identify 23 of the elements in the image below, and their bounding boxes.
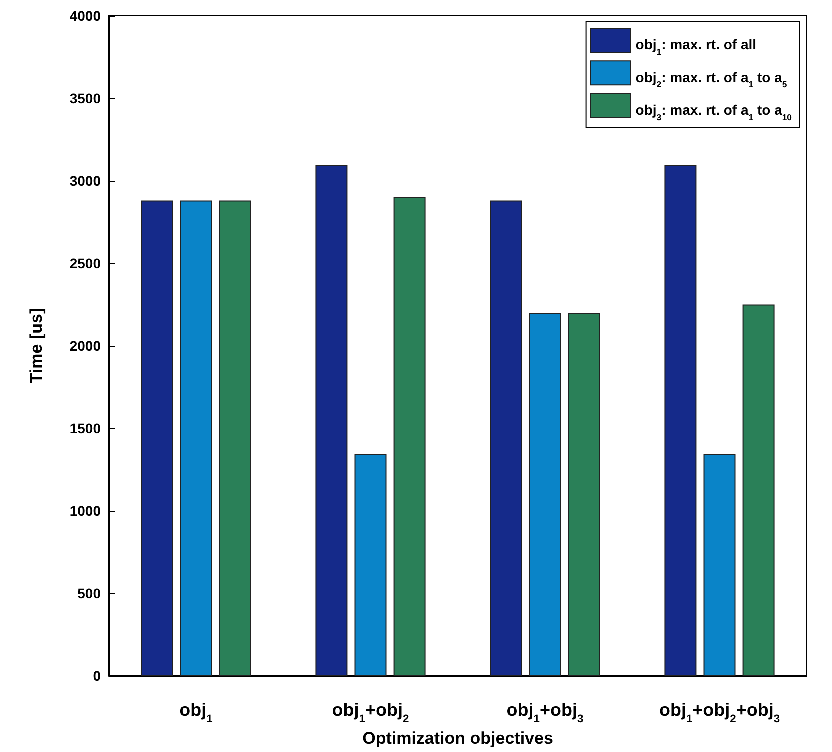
bar [704, 454, 736, 676]
bar [219, 200, 252, 676]
bar [141, 200, 174, 676]
y-tick-label: 2500 [70, 256, 102, 272]
bar [180, 200, 212, 676]
bar [568, 313, 600, 676]
bar [354, 454, 387, 676]
bar [664, 165, 697, 676]
bar [316, 165, 348, 676]
y-tick-label: 3000 [70, 173, 102, 189]
bar [742, 304, 775, 676]
bar [490, 200, 522, 676]
y-axis-title: Time [us] [27, 308, 46, 384]
y-tick-label: 1500 [70, 420, 102, 436]
y-tick-label: 3500 [70, 90, 102, 106]
y-tick-label: 1000 [70, 503, 102, 519]
bar [394, 198, 426, 676]
y-tick-label: 4000 [70, 8, 102, 24]
y-tick-label: 2000 [70, 338, 102, 354]
x-axis-title: Optimization objectives [362, 729, 554, 748]
y-tick-label: 0 [93, 668, 102, 684]
bar [529, 313, 562, 676]
y-tick-label: 500 [78, 586, 102, 602]
